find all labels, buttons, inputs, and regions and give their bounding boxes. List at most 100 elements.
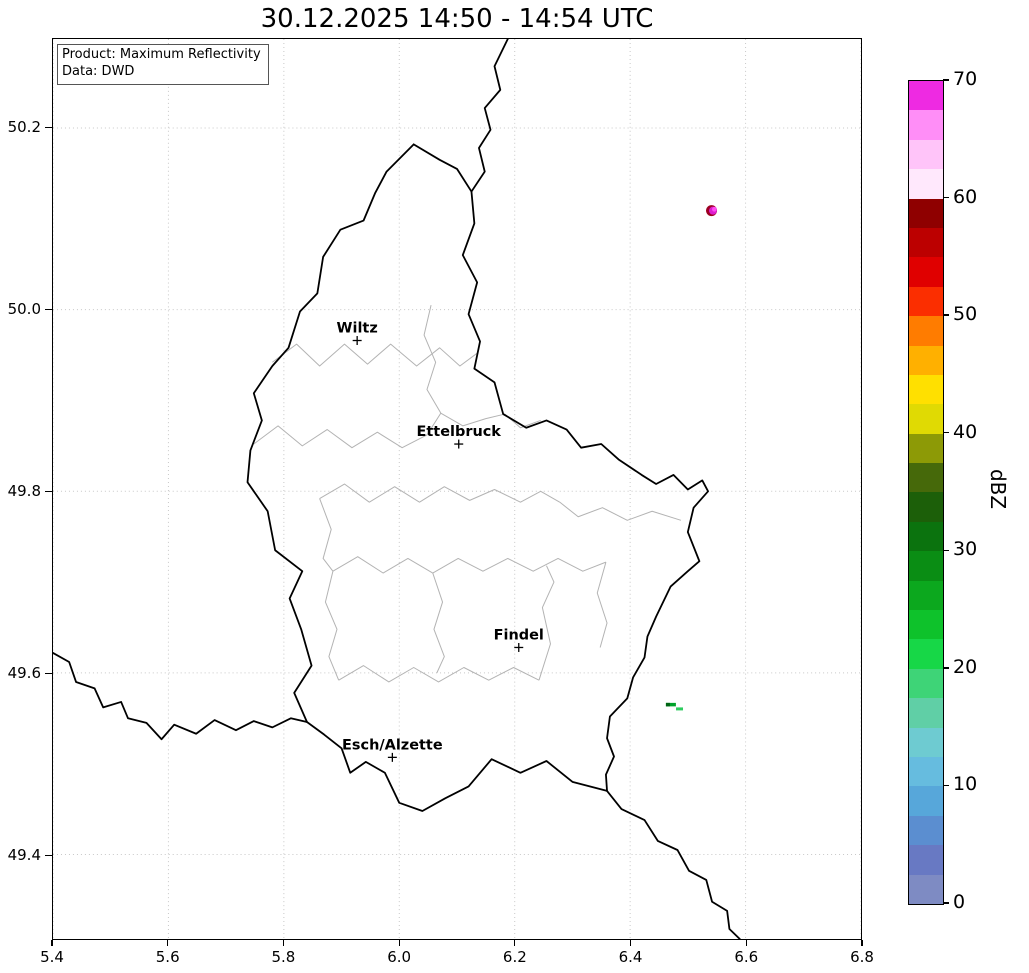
luxembourg-border [246,143,709,812]
colorbar-band [909,551,943,581]
colorbar-band [909,257,943,287]
colorbar-band [909,286,943,317]
colorbar-band [909,845,943,875]
x-tick-mark [745,940,747,946]
city-label: Findel [494,627,544,643]
radar-echo [676,707,684,711]
y-tick-label: 50.2 [7,118,41,137]
y-tick-mark [45,672,52,674]
colorbar-band [909,169,943,199]
colorbar-band [909,698,943,728]
x-tick-label: 6.0 [387,948,412,966]
colorbar-tick-label: 0 [953,891,966,913]
colorbar-tick-mark [943,784,949,787]
map-plot-area: Wiltz Ettelbruck Findel Esch/Alzette Produc… [52,38,862,940]
colorbar-band [909,756,943,787]
colorbar-tick-mark [943,902,949,904]
colorbar-band [909,198,943,228]
colorbar-band [909,668,943,699]
colorbar-tick-mark [943,549,949,552]
y-tick-label: 50.0 [7,300,41,319]
x-tick-mark [629,940,632,946]
colorbar-tick-mark [943,79,949,81]
radar-echo [665,702,670,707]
colorbar-band [909,433,943,464]
product-info-box: Product: Maximum Reflectivity Data: DWD [57,44,269,85]
radar-echo [665,702,676,707]
belgium_germany-border [470,39,509,193]
district-border [253,412,442,449]
city-label: Esch/Alzette [342,737,443,753]
y-tick-mark [45,308,52,310]
x-tick-mark [167,940,169,946]
x-tick-label: 6.4 [618,948,643,966]
y-tick-label: 49.8 [7,482,41,501]
colorbar-tick-label: 60 [953,185,978,208]
x-tick-label: 5.6 [155,948,180,966]
radar-echo [712,206,717,212]
colorbar-tick-label: 40 [953,420,978,443]
colorbar-band [909,580,943,611]
district-border [319,483,560,503]
colorbar-tick-mark [943,431,949,434]
x-tick-label: 6.6 [734,948,759,966]
colorbar-band [909,521,943,552]
colorbar-tick-label: 50 [953,303,978,326]
district-border [596,562,608,648]
colorbar-tick-mark [943,196,949,199]
data-source-label: Data: DWD [62,63,135,79]
colorbar-band [909,815,943,846]
colorbar-band [909,374,943,405]
colorbar-band [909,139,943,170]
colorbar-band [909,463,943,493]
district-border [338,665,540,683]
x-tick-mark [282,940,285,946]
colorbar-tick-label: 70 [953,68,978,90]
france_germany-border [606,790,741,939]
colorbar-band [909,492,943,522]
x-tick-label: 6.8 [850,948,874,966]
x-tick-label: 6.2 [502,948,527,966]
colorbar-band [909,110,943,140]
district-border [332,556,607,574]
colorbar-band [909,227,943,258]
colorbar-band [909,727,943,757]
colorbar-tick-label: 30 [953,538,978,561]
x-tick-label: 5.4 [40,948,64,966]
colorbar-band [909,345,943,375]
colorbar-band [909,404,943,434]
page-title: 30.12.2025 14:50 - 14:54 UTC [260,4,654,34]
colorbar-tick-mark [943,314,949,316]
x-tick-mark [398,940,400,946]
colorbar-band [909,610,943,640]
y-tick-mark [45,854,52,856]
district-border [538,565,555,681]
x-tick-mark [514,940,516,946]
colorbar-band [909,639,943,669]
france_belgium-border [53,652,308,741]
x-tick-mark [861,940,863,946]
x-tick-label: 5.8 [271,948,296,966]
y-tick-label: 49.4 [7,846,41,865]
y-tick-mark [45,490,52,492]
colorbar-band [909,316,943,346]
city-label: Wiltz [337,321,378,337]
colorbar-band [909,874,943,904]
y-tick-label: 49.6 [7,664,41,683]
district-border [559,501,682,521]
district-border [423,304,505,427]
product-label: Product: Maximum Reflectivity [62,47,261,62]
district-border [319,498,340,681]
colorbar-tick-mark [943,667,949,669]
district-border [432,572,445,674]
x-tick-mark [51,940,53,946]
colorbar-unit-label: dBZ [986,468,1010,510]
colorbar-tick-label: 10 [953,773,978,796]
district-border [272,343,478,367]
city-label: Ettelbruck [417,424,502,440]
colorbar-band [909,81,943,111]
colorbar-tick-label: 20 [953,655,978,678]
colorbar [908,80,944,905]
radar-map: Wiltz Ettelbruck Findel Esch/Alzette [53,39,861,939]
